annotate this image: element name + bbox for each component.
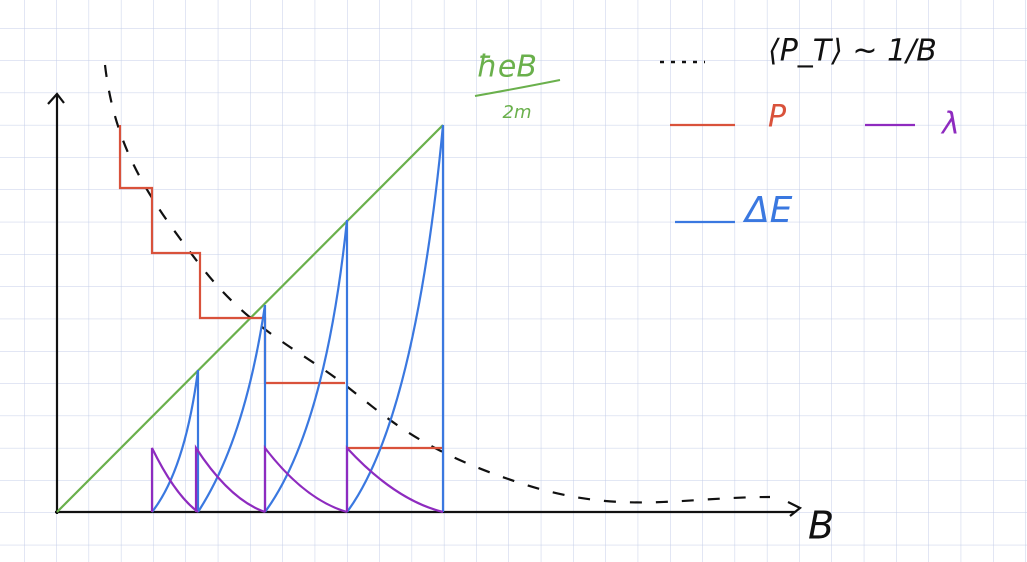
slope-numerator: ħeB bbox=[477, 50, 537, 85]
legend-p: P bbox=[768, 100, 787, 135]
legend-lambda: λ bbox=[940, 107, 960, 142]
page: ħeB 2m ⟨P_T⟩ ~ 1/B P λ ΔE B (() => { con… bbox=[0, 0, 1027, 562]
x-axis-label: B bbox=[808, 504, 834, 548]
slope-denominator: 2m bbox=[503, 102, 532, 123]
legend-delta-e: ΔE bbox=[742, 190, 793, 231]
legend-average: ⟨P_T⟩ ~ 1/B bbox=[768, 34, 937, 69]
sketch: ħeB 2m ⟨P_T⟩ ~ 1/B P λ ΔE B bbox=[0, 0, 1027, 562]
